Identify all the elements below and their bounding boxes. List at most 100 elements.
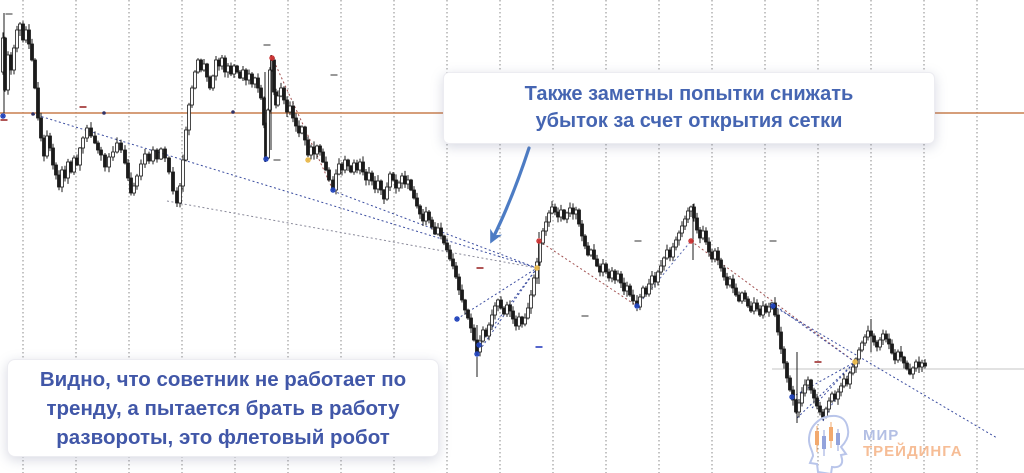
candle-body xyxy=(202,63,206,71)
trade-star-marker xyxy=(534,265,540,271)
candle-body xyxy=(463,299,467,311)
candle-body xyxy=(583,235,587,247)
candle-body xyxy=(496,299,500,307)
candle-body xyxy=(550,206,554,214)
candle-body xyxy=(469,317,473,329)
head-outline xyxy=(807,414,850,473)
candle-body xyxy=(27,29,31,45)
candle-body xyxy=(809,379,813,391)
candle-body xyxy=(881,333,885,341)
candle-body xyxy=(69,161,73,173)
trendline xyxy=(791,361,856,398)
candle-body xyxy=(707,241,711,253)
candle-body xyxy=(171,171,175,192)
candle-body xyxy=(725,276,729,286)
callout-bottom-line3: развороты, это флетовый робот xyxy=(56,425,390,449)
candle-body xyxy=(288,105,292,113)
candle-body xyxy=(532,277,536,296)
trendline xyxy=(476,267,538,355)
trendline xyxy=(538,240,638,307)
candle-body xyxy=(385,186,389,200)
candle-body xyxy=(508,304,512,312)
candle-body xyxy=(653,275,657,283)
candle-body xyxy=(376,180,380,190)
candle-body xyxy=(857,349,861,360)
trade-star-marker xyxy=(269,55,275,61)
candle-body xyxy=(547,212,551,223)
candle-body xyxy=(93,135,97,144)
candle-body xyxy=(421,213,425,222)
candle-body xyxy=(427,211,431,221)
candle-body xyxy=(878,339,882,348)
candle-body xyxy=(85,127,89,139)
candle-body xyxy=(415,197,419,207)
candle-body xyxy=(812,389,816,399)
trendline xyxy=(271,56,334,191)
candle-body xyxy=(406,179,410,185)
candle-body xyxy=(297,125,301,134)
candle-body xyxy=(622,282,626,292)
candle-body xyxy=(355,162,359,171)
logo-line1: МИР xyxy=(863,426,900,444)
candle-body xyxy=(193,71,197,89)
candle-body xyxy=(845,378,849,385)
candle-body xyxy=(616,273,620,281)
candle-body xyxy=(737,294,741,302)
candle-body xyxy=(163,148,167,159)
candle-body xyxy=(716,250,720,261)
candle-body xyxy=(568,207,572,214)
trade-star-marker xyxy=(770,303,776,309)
trade-dash-marker xyxy=(263,44,271,46)
candle-body xyxy=(253,77,257,85)
candle-body xyxy=(767,306,771,313)
candle-body xyxy=(671,246,675,258)
trade-dash-marker xyxy=(330,74,338,76)
trade-dot-marker xyxy=(102,111,106,115)
candle-body xyxy=(650,275,654,285)
candle-body xyxy=(565,212,569,220)
candle-body xyxy=(815,397,819,407)
callout-arrow xyxy=(490,146,531,244)
candle-body xyxy=(896,351,900,361)
candle-body xyxy=(872,335,876,343)
candle-body xyxy=(689,206,693,212)
trade-dash-marker xyxy=(0,119,8,121)
candle-body xyxy=(526,307,530,319)
candle-body xyxy=(409,179,413,191)
trendline xyxy=(779,308,856,363)
candle-body xyxy=(66,161,70,179)
candle-body xyxy=(833,393,837,400)
candle-body xyxy=(628,285,632,296)
candle-body xyxy=(749,305,753,312)
candle-body xyxy=(743,292,747,300)
candle-body xyxy=(229,65,233,75)
candle-body xyxy=(244,69,248,81)
trade-dot-marker xyxy=(231,110,235,114)
candle-body xyxy=(556,211,560,218)
candle-body xyxy=(175,190,179,204)
candle-body xyxy=(382,189,386,200)
candle-body xyxy=(577,209,581,225)
candle-body xyxy=(460,289,464,301)
candle-body xyxy=(340,163,344,171)
candle-body xyxy=(860,342,864,351)
candle-body xyxy=(905,362,909,370)
trade-star-marker xyxy=(476,342,482,348)
candle-body xyxy=(24,29,28,41)
candle-body xyxy=(9,54,13,71)
candle-body xyxy=(541,230,545,244)
candle-body xyxy=(184,129,188,161)
candle-body xyxy=(731,278,735,289)
candle-body xyxy=(276,95,280,106)
candle-body xyxy=(155,149,159,160)
candle-body xyxy=(610,270,614,279)
candle-body xyxy=(178,185,182,204)
candle-body xyxy=(800,392,804,404)
candle-body xyxy=(430,219,434,228)
candle-body xyxy=(836,391,840,400)
candle-body xyxy=(647,283,651,295)
candle-body xyxy=(917,361,921,368)
candle-body xyxy=(403,175,407,185)
candle-body xyxy=(659,265,663,273)
